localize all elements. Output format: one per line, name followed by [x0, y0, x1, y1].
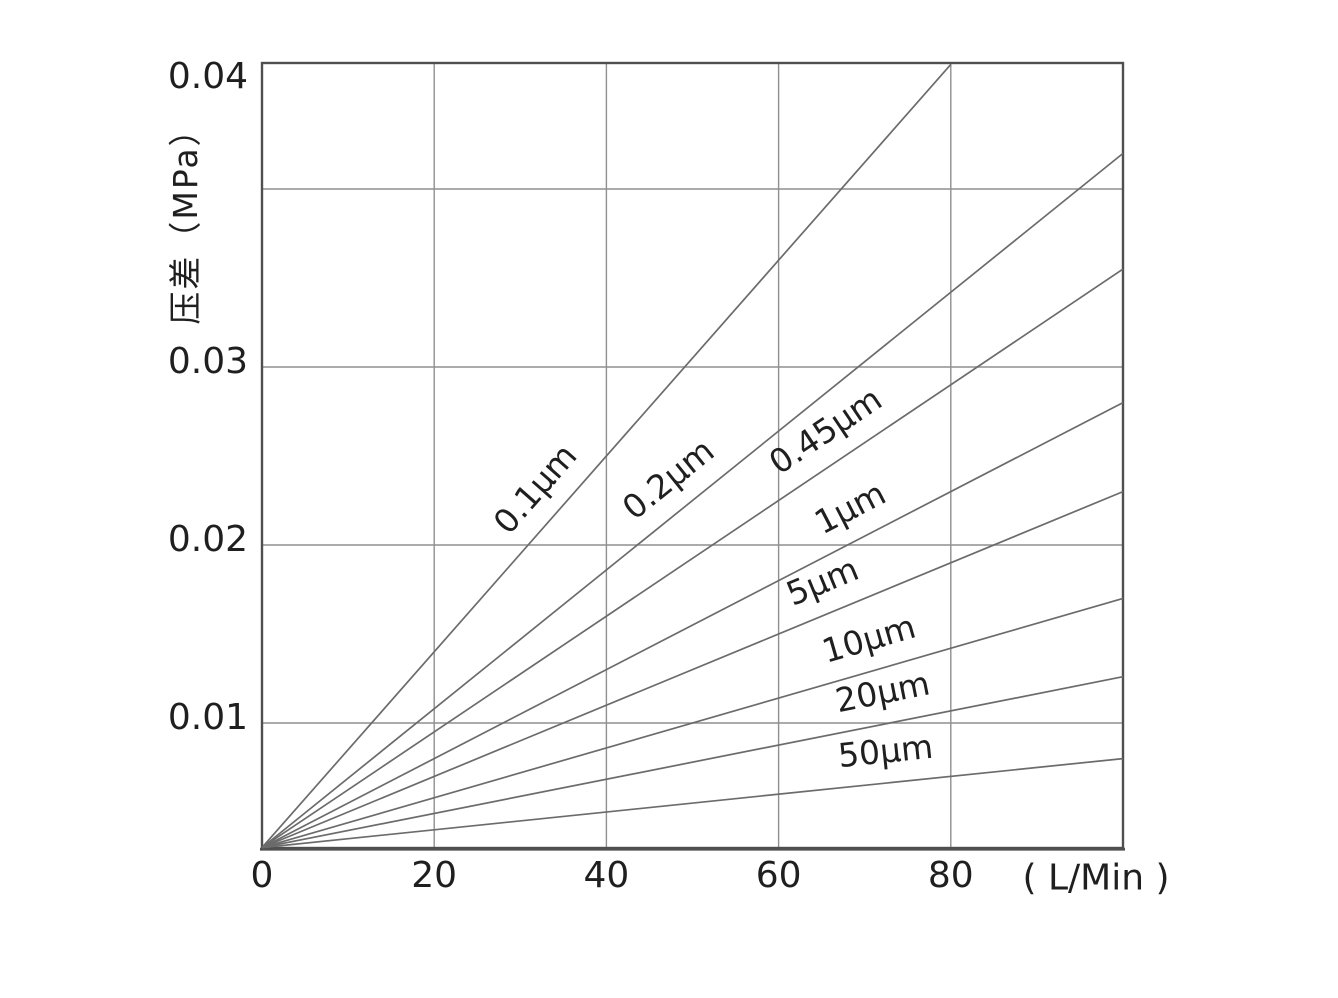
curve-label-1μm: 1μm — [808, 473, 892, 542]
x-tick-20: 20 — [411, 855, 457, 896]
y-axis-title: 压差（MPa） — [166, 111, 205, 325]
curve-label-50μm: 50μm — [836, 727, 935, 776]
x-tick-40: 40 — [583, 855, 629, 896]
y-tick-0.02: 0.02 — [168, 519, 248, 560]
curve-label-20μm: 20μm — [832, 663, 933, 720]
curve-0.1μm — [261, 63, 952, 849]
y-tick-0.01: 0.01 — [168, 697, 248, 738]
curve-50μm — [261, 757, 1124, 849]
curve-5μm — [261, 490, 1124, 849]
y-tick-0.03: 0.03 — [168, 341, 248, 382]
x-tick-80: 80 — [928, 855, 974, 896]
x-tick-60: 60 — [756, 855, 802, 896]
curve-0.45μm — [261, 268, 1124, 849]
curve-1μm — [261, 401, 1124, 849]
curve-0.2μm — [261, 152, 1124, 849]
x-tick-0: 0 — [251, 855, 274, 896]
y-tick-0.04: 0.04 — [168, 56, 248, 97]
curve-label-0.1μm: 0.1μm — [485, 436, 584, 541]
curve-20μm — [261, 675, 1124, 849]
curve-10μm — [261, 597, 1124, 849]
curve-label-0.2μm: 0.2μm — [615, 431, 722, 528]
curve-label-0.45μm: 0.45μm — [762, 379, 889, 482]
x-axis-title: ( L/Min ) — [1022, 857, 1170, 899]
